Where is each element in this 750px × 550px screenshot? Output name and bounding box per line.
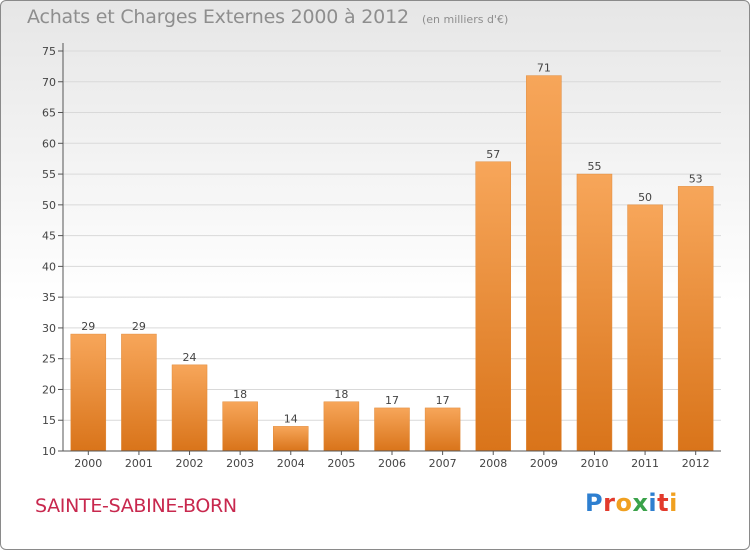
x-tick-label: 2009 xyxy=(530,457,558,470)
brand-letter: P xyxy=(585,489,604,517)
title-row: Achats et Charges Externes 2000 à 2012 (… xyxy=(27,6,508,28)
brand-letter: i xyxy=(669,489,678,517)
bar xyxy=(70,333,107,452)
x-tick-label: 2003 xyxy=(226,457,254,470)
data-label: 18 xyxy=(334,388,348,401)
bar xyxy=(424,407,461,452)
x-tick-label: 2000 xyxy=(74,457,102,470)
data-label: 18 xyxy=(233,388,247,401)
bars: 29 29 24 18 14 18 17 17 57 71 55 50 53 xyxy=(70,62,714,452)
x-tick-label: 2001 xyxy=(125,457,153,470)
y-tick-label: 70 xyxy=(42,76,56,89)
bar xyxy=(576,173,613,452)
bar xyxy=(627,204,663,452)
chart-title: Achats et Charges Externes 2000 à 2012 xyxy=(27,6,409,28)
data-label: 71 xyxy=(537,62,551,75)
bar xyxy=(171,364,208,452)
y-tick-label: 20 xyxy=(42,383,56,396)
brand-letter: x xyxy=(632,489,649,517)
y-tick-label: 35 xyxy=(42,291,56,304)
bar xyxy=(526,75,562,452)
brand-letter: i xyxy=(648,489,658,517)
data-label: 29 xyxy=(132,320,146,333)
bar xyxy=(222,401,258,452)
y-tick-label: 60 xyxy=(42,137,56,150)
chart-subtitle: (en milliers d'€) xyxy=(421,13,509,26)
x-tick-label: 2004 xyxy=(277,457,305,470)
data-label: 17 xyxy=(385,394,399,407)
brand-letter: o xyxy=(615,489,633,517)
axes: 10 15 20 25 30 35 40 45 50 55 60 65 70 75 2000 2001 2002… xyxy=(42,43,721,470)
y-tick-label: 10 xyxy=(42,445,56,458)
bar xyxy=(374,407,410,452)
x-tick-label: 2007 xyxy=(429,457,457,470)
data-label: 29 xyxy=(81,320,95,333)
y-tick-label: 55 xyxy=(42,168,56,181)
x-tick-label: 2010 xyxy=(580,457,608,470)
x-tick-label: 2008 xyxy=(479,457,507,470)
y-tick-label: 25 xyxy=(42,353,56,366)
brand-letter: r xyxy=(603,489,616,517)
data-label: 50 xyxy=(638,191,652,204)
commune-name: SAINTE-SABINE-BORN xyxy=(35,495,237,517)
y-tick-label: 40 xyxy=(42,260,56,273)
y-tick-label: 30 xyxy=(42,322,56,335)
gridlines xyxy=(63,50,721,421)
y-tick-label: 65 xyxy=(42,107,56,120)
bar xyxy=(677,186,714,452)
brand-logo: Proxiti xyxy=(585,489,678,517)
data-label: 57 xyxy=(486,148,500,161)
brand-letter: t xyxy=(657,489,670,517)
data-label: 53 xyxy=(689,172,703,185)
data-label: 14 xyxy=(284,412,298,425)
x-tick-label: 2006 xyxy=(378,457,406,470)
data-label: 55 xyxy=(587,160,601,173)
x-tick-label: 2002 xyxy=(176,457,204,470)
x-tick-label: 2012 xyxy=(682,457,710,470)
x-tick-label: 2005 xyxy=(327,457,355,470)
bar xyxy=(475,161,511,452)
bar xyxy=(273,426,309,452)
bar xyxy=(323,401,360,452)
y-tick-label: 50 xyxy=(42,199,56,212)
y-tick-label: 15 xyxy=(42,414,56,427)
x-tick-label: 2011 xyxy=(631,457,659,470)
data-label: 24 xyxy=(183,351,197,364)
y-tick-label: 75 xyxy=(42,45,56,58)
bar xyxy=(121,333,157,452)
data-label: 17 xyxy=(436,394,450,407)
y-tick-label: 45 xyxy=(42,230,56,243)
